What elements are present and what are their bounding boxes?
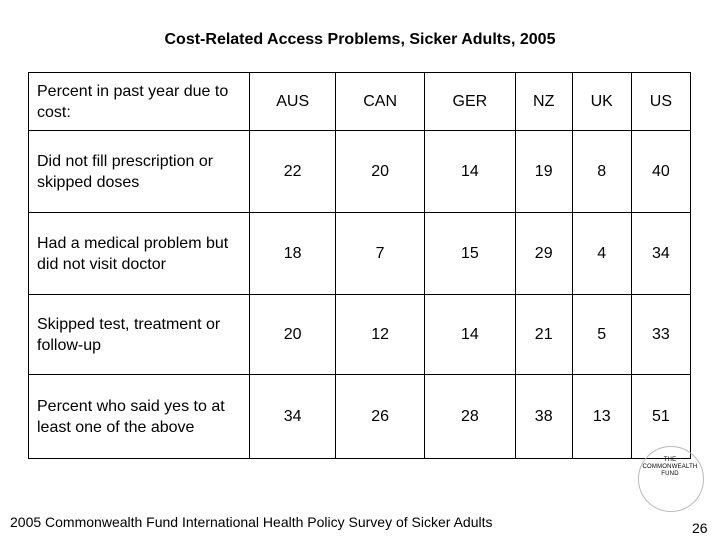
table-cell: 19 [514, 130, 573, 213]
table-row: Had a medical problem but did not visit … [28, 212, 692, 295]
column-header: US [630, 72, 692, 131]
table-cell: 18 [248, 212, 337, 295]
table-cell: 22 [248, 130, 337, 213]
table-cell: 51 [630, 374, 692, 459]
column-header: UK [571, 72, 632, 131]
row-label: Had a medical problem but did not visit … [28, 212, 250, 295]
table-row: Skipped test, treatment or follow-up 20 … [28, 294, 692, 375]
slide-title: Cost-Related Access Problems, Sicker Adu… [164, 31, 556, 48]
table-cell: 5 [571, 294, 632, 375]
table-cell: 21 [514, 294, 573, 375]
table-cell: 38 [514, 374, 573, 459]
table-cell: 40 [630, 130, 692, 213]
table-cell: 20 [335, 130, 425, 213]
table-cell: 33 [630, 294, 692, 375]
column-header: AUS [248, 72, 337, 131]
table-cell: 34 [248, 374, 337, 459]
column-header: NZ [514, 72, 573, 131]
row-label: Skipped test, treatment or follow-up [28, 294, 250, 375]
table-cell: 14 [423, 130, 516, 213]
commonwealth-fund-logo: THE COMMONWEALTH FUND [634, 446, 706, 512]
table-cell: 14 [423, 294, 516, 375]
table-row: Did not fill prescription or skipped dos… [28, 130, 692, 213]
table-cell: 12 [335, 294, 425, 375]
column-header: GER [423, 72, 516, 131]
logo-ring [638, 446, 704, 512]
table-cell: 15 [423, 212, 516, 295]
page-number: 26 [692, 520, 708, 536]
table-row: Percent who said yes to at least one of … [28, 374, 692, 459]
table-cell: 26 [335, 374, 425, 459]
table-cell: 34 [630, 212, 692, 295]
table-cell: 7 [335, 212, 425, 295]
header-label: Percent in past year due to cost: [28, 72, 250, 131]
data-table: Percent in past year due to cost: AUS CA… [28, 72, 692, 459]
table-cell: 28 [423, 374, 516, 459]
table-cell: 29 [514, 212, 573, 295]
table-cell: 8 [571, 130, 632, 213]
row-label: Percent who said yes to at least one of … [28, 374, 250, 459]
logo-text-line: THE [663, 457, 677, 463]
table-cell: 4 [571, 212, 632, 295]
logo-text-line: COMMONWEALTH [642, 464, 698, 470]
table-cell: 13 [571, 374, 632, 459]
row-label: Did not fill prescription or skipped dos… [28, 130, 250, 213]
table-cell: 20 [248, 294, 337, 375]
logo-text-line: FUND [661, 471, 679, 477]
column-header: CAN [335, 72, 425, 131]
table-header-row: Percent in past year due to cost: AUS CA… [28, 72, 692, 131]
source-note: 2005 Commonwealth Fund International Hea… [10, 514, 493, 530]
